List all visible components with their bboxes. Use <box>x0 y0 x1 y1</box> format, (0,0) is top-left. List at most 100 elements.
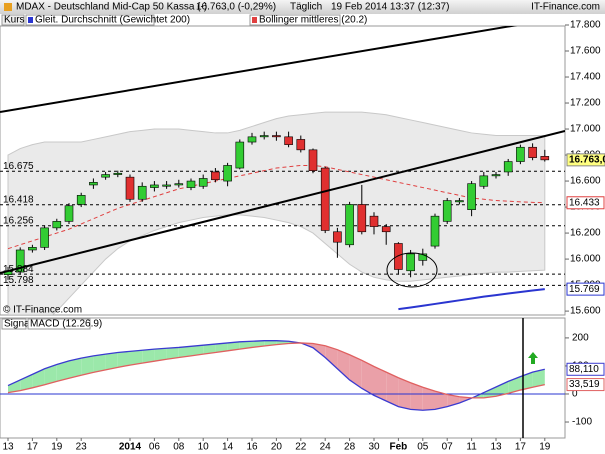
x-tick-label: 24 <box>320 442 332 453</box>
x-tick-label: 19 <box>539 442 551 453</box>
y-tick-label: 17.800 <box>570 20 601 31</box>
x-tick-label: 22 <box>295 442 307 453</box>
candle-body <box>125 176 135 200</box>
candle-body <box>235 141 245 169</box>
macd-fill <box>532 369 545 388</box>
level-label: 16.418 <box>3 194 34 205</box>
macd-fill <box>325 345 338 369</box>
signal-arrow <box>528 352 538 364</box>
x-tick-label: 23 <box>76 442 88 453</box>
candle-body <box>76 195 86 205</box>
y-tick-label: 16.200 <box>570 228 601 239</box>
candle-body <box>369 215 379 227</box>
macd-fill <box>117 351 130 368</box>
last-value-label: 33,519 <box>569 379 600 390</box>
macd-fill <box>191 345 204 356</box>
candle-body <box>296 139 306 151</box>
level-label: 15.884 <box>3 264 34 275</box>
legend-label: Kurs <box>4 15 25 26</box>
candle-body <box>52 221 62 229</box>
series-line <box>7 164 545 250</box>
candle-body <box>430 215 440 247</box>
legend-box <box>1 318 27 330</box>
series-line <box>7 342 545 399</box>
last-price-label: 16.763,0 <box>569 154 605 165</box>
candle-body <box>15 249 25 273</box>
x-tick-label: 13 <box>490 442 502 453</box>
candle-body <box>64 205 74 222</box>
last-value-label: 16.433 <box>569 197 600 208</box>
legend-label: Bollinger mittleres (20.2) <box>259 15 367 26</box>
candle-body <box>40 227 49 248</box>
candle-body <box>28 247 37 251</box>
legend-box <box>249 14 341 26</box>
candle-body <box>491 174 501 177</box>
x-tick-label: 16 <box>246 442 258 453</box>
y-tick-label: 15.600 <box>570 306 601 317</box>
candle-body <box>308 149 318 171</box>
y-tick-label: 0 <box>572 389 578 400</box>
candle-body <box>137 185 147 200</box>
legend-swatch <box>28 17 33 23</box>
trend-line <box>0 26 518 113</box>
y-tick-label: 16.600 <box>570 176 601 187</box>
macd-fill <box>337 349 350 380</box>
candle-body <box>516 146 525 162</box>
copyright: © IT-Finance.com <box>3 305 82 316</box>
candle-body <box>381 226 391 233</box>
candle-body <box>467 183 476 210</box>
legend-label: Gleit. Durchschnitt (Gewichtet 200) <box>35 15 190 26</box>
candle-body <box>528 146 537 158</box>
candle-body <box>113 172 123 175</box>
candle-body <box>503 161 513 173</box>
candle-body <box>357 204 367 233</box>
candle-body <box>89 182 98 186</box>
x-tick-label: 11 <box>466 442 477 453</box>
candle-body <box>479 175 489 187</box>
macd-fill <box>154 348 167 362</box>
macd-fill <box>44 364 57 385</box>
series-line <box>7 340 545 411</box>
x-tick-label: 06 <box>149 442 161 453</box>
last-value-label: 15.769 <box>569 284 600 295</box>
candle-body <box>223 165 232 182</box>
macd-fill <box>166 347 179 360</box>
trend-line <box>0 130 565 274</box>
candle-body <box>320 167 330 231</box>
y-tick-label: 200 <box>572 333 589 344</box>
macd-fill <box>142 349 155 364</box>
series-line <box>398 288 545 311</box>
macd-fill <box>386 372 399 407</box>
legend-swatch <box>252 17 257 23</box>
candle-body <box>162 184 171 187</box>
legend-box <box>1 14 25 26</box>
macd-fill <box>8 379 21 393</box>
y-tick-label: 17.400 <box>570 72 601 83</box>
candle-body <box>540 156 550 161</box>
annotation-circle <box>386 252 438 288</box>
macd-fill <box>361 360 374 396</box>
macd-fill <box>435 391 448 410</box>
x-tick-label: Feb <box>390 442 408 453</box>
y-tick-label: 17.000 <box>570 124 601 135</box>
candle-body <box>101 174 110 178</box>
last-value-box <box>566 196 605 210</box>
macd-fill <box>496 381 509 397</box>
x-tick-label: 19 <box>51 442 63 453</box>
x-tick-label: 17 <box>515 442 527 453</box>
header-icon <box>4 3 12 11</box>
header-interval: Täglich <box>290 2 322 13</box>
candle-body <box>345 204 354 246</box>
last-value-label: 88,110 <box>569 364 599 375</box>
candle-body <box>333 231 342 243</box>
level-label: 16.256 <box>3 215 34 226</box>
macd-fill <box>313 343 326 358</box>
macd-fill <box>105 352 118 370</box>
macd-fill <box>374 366 387 401</box>
x-tick-label: 28 <box>344 442 356 453</box>
macd-fill <box>239 341 252 350</box>
legend-label: MACD (12.26.9) <box>30 319 102 330</box>
macd-fill <box>20 374 33 391</box>
legend-box <box>27 318 91 330</box>
